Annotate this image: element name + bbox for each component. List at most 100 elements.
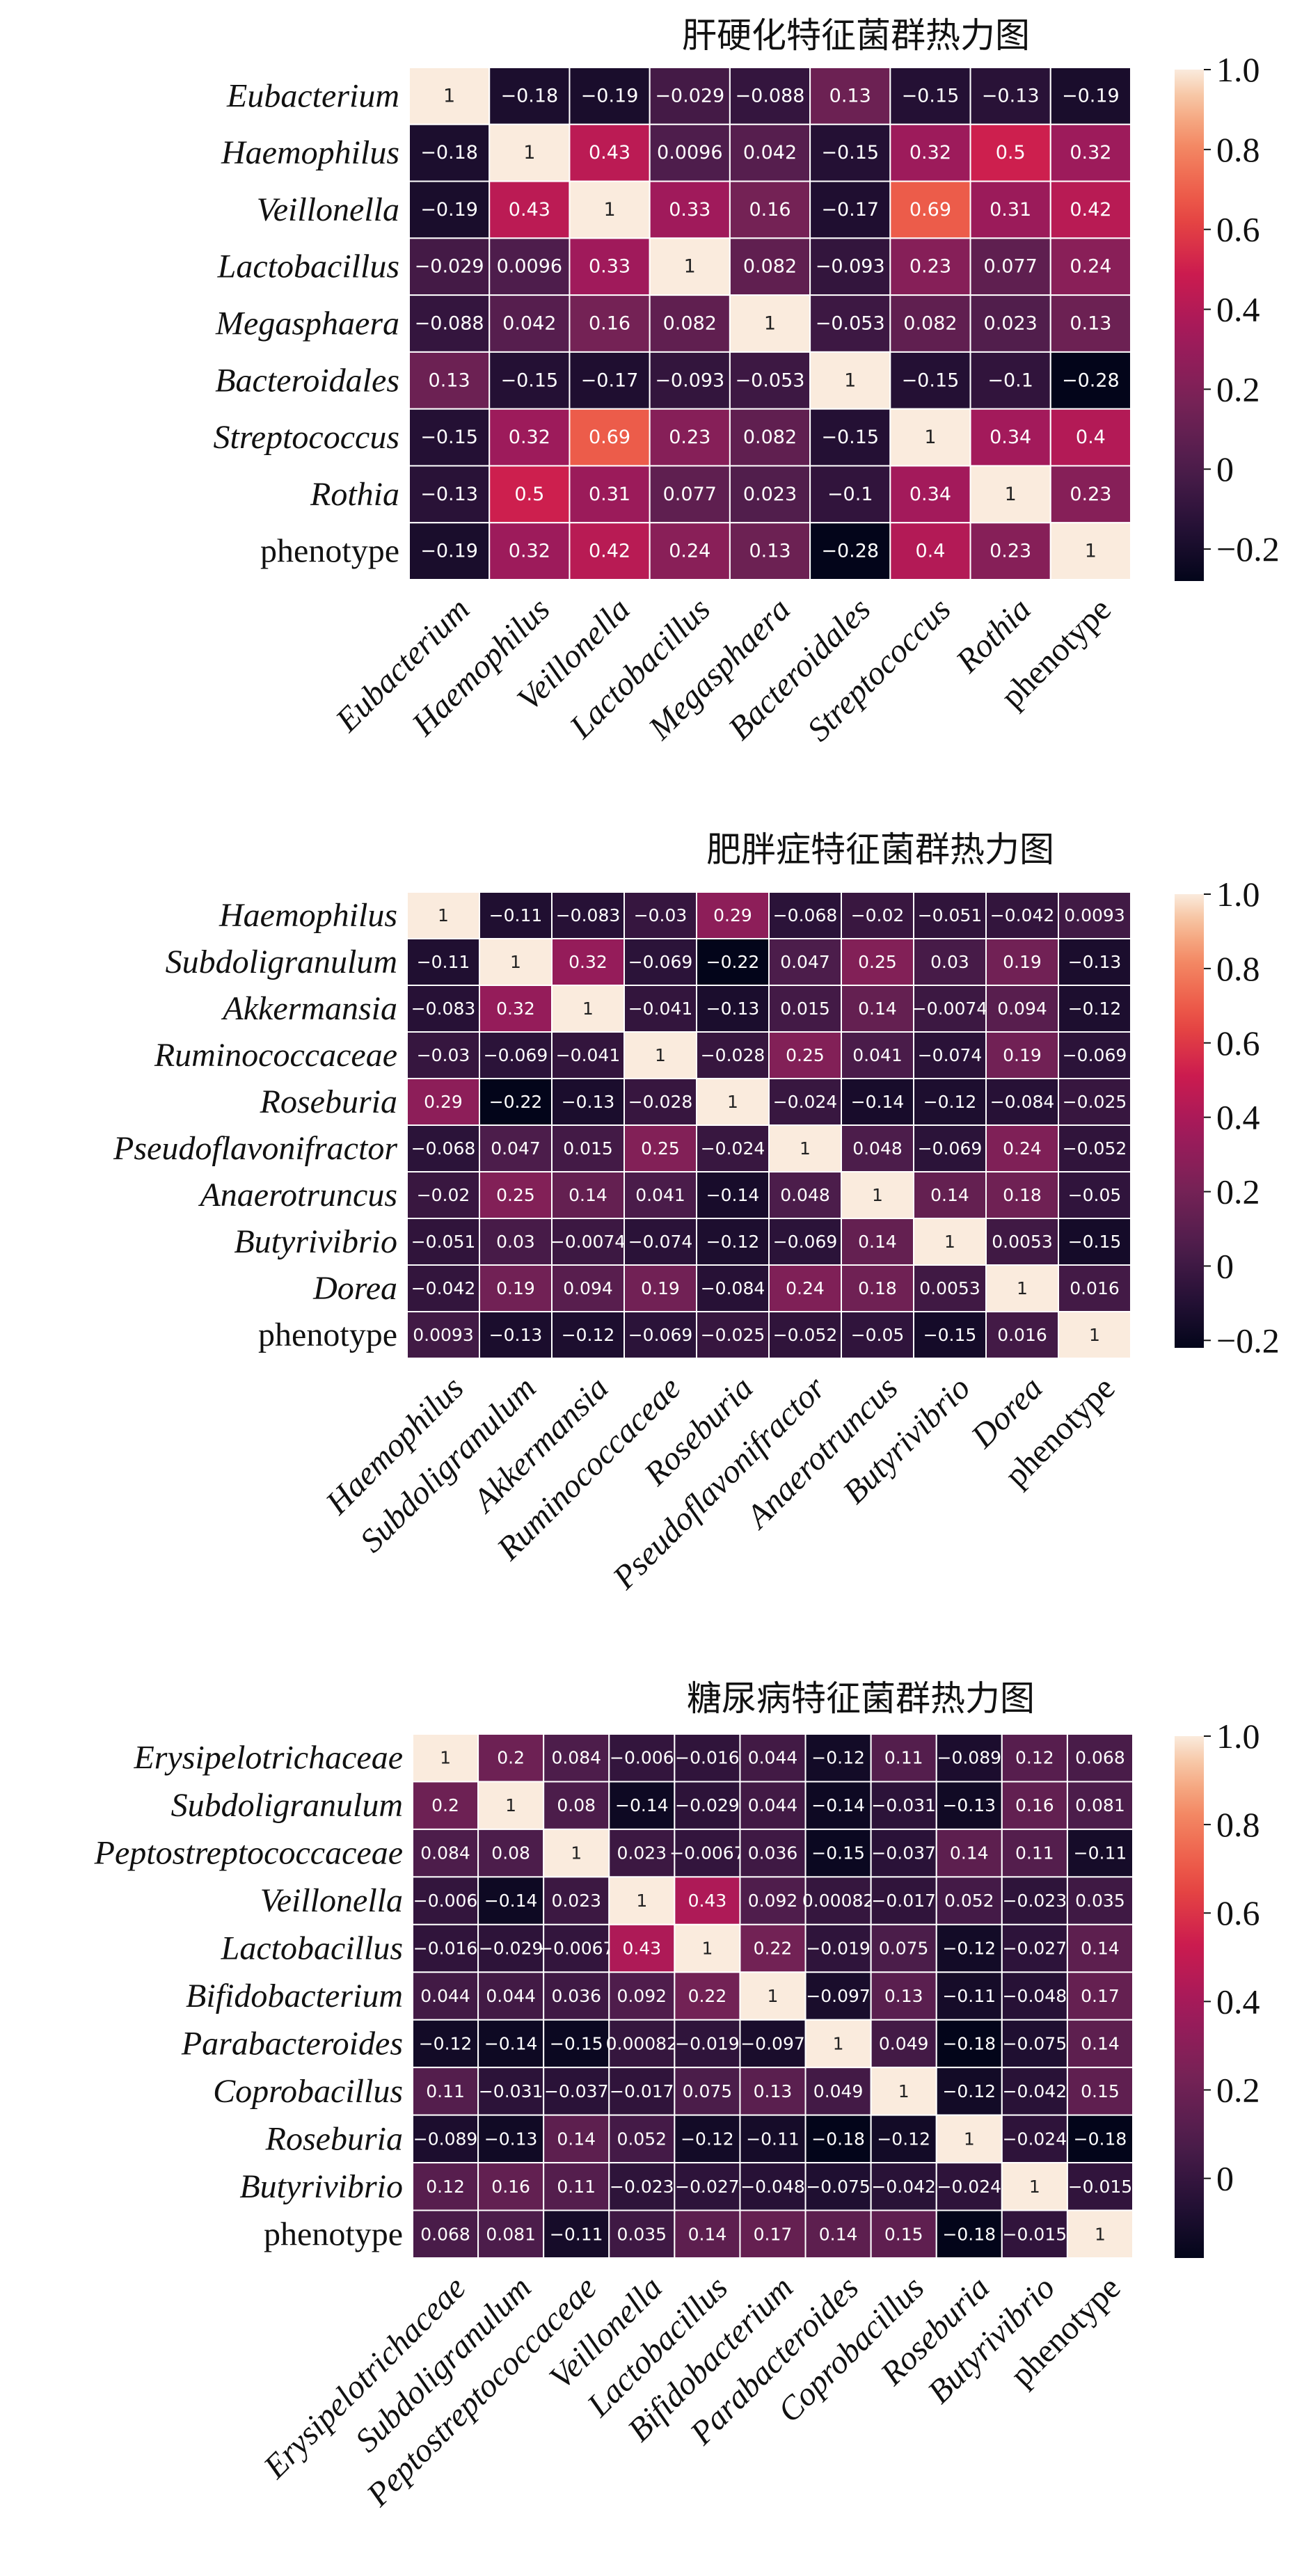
row-label: phenotype (264, 2216, 403, 2252)
cell-value-label: 0.16 (491, 2177, 530, 2197)
heatmap-cell (406, 1171, 480, 1219)
heatmap-cell (623, 891, 697, 939)
cell-value-label: 0.047 (780, 952, 830, 972)
row-label: Eubacterium (226, 77, 399, 114)
heatmap-cell (1049, 237, 1132, 296)
cell-value-label: −0.042 (990, 905, 1055, 925)
cell-value-label: −0.13 (420, 484, 478, 505)
cell-value-label: −0.05 (851, 1325, 905, 1345)
cell-value-label: 1 (1095, 2224, 1106, 2244)
cell-value-label: −0.11 (942, 1986, 996, 2006)
cell-value-label: 0.17 (754, 2224, 793, 2244)
cell-value-label: −0.053 (736, 369, 805, 391)
cell-value-label: −0.006 (413, 1891, 478, 1911)
heatmap-cell (870, 2114, 937, 2164)
heatmap-cell (551, 1078, 625, 1126)
cell-value-label: −0.12 (681, 2129, 734, 2149)
cell-value-label: −0.037 (871, 1843, 936, 1863)
cell-value-label: −0.051 (918, 905, 983, 925)
heatmap-cell (479, 1311, 553, 1359)
cell-value-label: −0.0074 (912, 999, 987, 1019)
cell-value-label: −0.015 (1003, 2224, 1067, 2244)
heatmap-cell (406, 1031, 480, 1079)
cell-value-label: 0.16 (1015, 1795, 1054, 1815)
cell-value-label: −0.11 (489, 905, 543, 925)
cell-value-label: 0.32 (1070, 142, 1111, 164)
heatmap-cell (985, 938, 1059, 986)
heatmap-cell (608, 1828, 676, 1878)
cell-value-label: 1 (701, 1939, 713, 1959)
cell-value-label: −0.12 (562, 1325, 615, 1345)
cell-value-label: −0.15 (902, 85, 960, 106)
cell-value-label: 1 (898, 2081, 909, 2101)
heatmap-cell (1066, 2067, 1134, 2116)
cell-value-label: 0.11 (1015, 1843, 1054, 1863)
cell-value-label: 0.082 (663, 313, 717, 335)
heatmap-cell (412, 2114, 479, 2164)
heatmap-cell (412, 1876, 479, 1925)
row-label: Parabacteroides (181, 2025, 403, 2062)
cell-value-label: −0.088 (736, 85, 805, 106)
heatmap-cell (739, 2067, 807, 2116)
cell-value-label: 0.052 (944, 1891, 994, 1911)
cell-value-label: 0.32 (509, 541, 550, 562)
cell-value-label: 0.094 (563, 1278, 613, 1298)
heatmap-cell (1066, 2209, 1134, 2259)
cell-value-label: −0.031 (871, 1795, 936, 1815)
heatmap-cell (870, 2067, 937, 2116)
heatmap-panel-1: 肝硬化特征菌群热力图 1 −0.18 −0.19 −0.029 −0.088 0.13 −0.… (214, 15, 1280, 749)
heatmap-cell (969, 67, 1051, 125)
cell-value-label: −0.15 (811, 1843, 865, 1863)
heatmap-cell (729, 465, 811, 524)
row-label: Haemophilus (221, 134, 399, 171)
heatmap-cell (913, 1124, 987, 1172)
heatmap-cell (674, 2162, 741, 2211)
cell-value-label: 0.048 (780, 1185, 830, 1205)
heatmap-cell (841, 985, 914, 1033)
cell-value-label: −0.03 (634, 905, 688, 925)
heatmap-cell (674, 2067, 741, 2116)
heatmap-cell (488, 522, 571, 581)
cell-value-label: −0.025 (1063, 1092, 1127, 1112)
cell-value-label: −0.069 (484, 1045, 548, 1065)
cell-value-label: 1 (505, 1795, 516, 1815)
cell-value-label: −0.12 (942, 2081, 996, 2101)
cell-value-label: 0.29 (424, 1092, 463, 1112)
cell-value-label: 0.035 (617, 2224, 667, 2244)
row-label: Erysipelotrichaceae (133, 1740, 403, 1776)
heatmap-cell (408, 465, 491, 524)
heatmap-cell (479, 1218, 553, 1266)
heatmap-cell (841, 1264, 914, 1312)
heatmap-cell (696, 938, 770, 986)
heatmap-cell (608, 1923, 676, 1973)
cell-value-label: −0.19 (1062, 85, 1120, 106)
colorbar (1175, 894, 1204, 1348)
cell-value-label: −0.028 (628, 1092, 693, 1112)
cell-value-label: −0.075 (806, 2177, 871, 2197)
heatmap-cell (739, 2209, 807, 2259)
colorbar-tick-label: 0.8 (1216, 1805, 1260, 1844)
heatmap-cell (768, 1171, 842, 1219)
heatmap-cell (804, 1828, 872, 1878)
cell-value-label: 0.044 (420, 1986, 470, 2006)
row-label: Streptococcus (214, 419, 399, 456)
heatmap-cell (768, 938, 842, 986)
cell-value-label: −0.042 (1003, 2081, 1067, 2101)
heatmap-cell (477, 1781, 545, 1830)
cell-value-label: 0.42 (1070, 199, 1111, 221)
cell-value-label: 0.22 (754, 1939, 793, 1959)
cell-value-label: 0.0053 (992, 1232, 1052, 1252)
cell-value-label: 0.13 (829, 85, 871, 106)
heatmap-cell (477, 1923, 545, 1973)
cell-value-label: 0.23 (1070, 484, 1111, 505)
cell-value-label: −0.027 (1003, 1939, 1067, 1959)
cell-value-label: 0.33 (669, 199, 710, 221)
cell-value-label: −0.12 (811, 1748, 865, 1768)
cell-value-label: −0.0074 (550, 1232, 626, 1252)
cell-value-label: 1 (872, 1185, 883, 1205)
heatmap-cell (696, 1031, 770, 1079)
cell-value-label: −0.097 (740, 2033, 805, 2053)
cell-value-label: −0.024 (773, 1092, 838, 1112)
heatmap-cell (729, 180, 811, 239)
